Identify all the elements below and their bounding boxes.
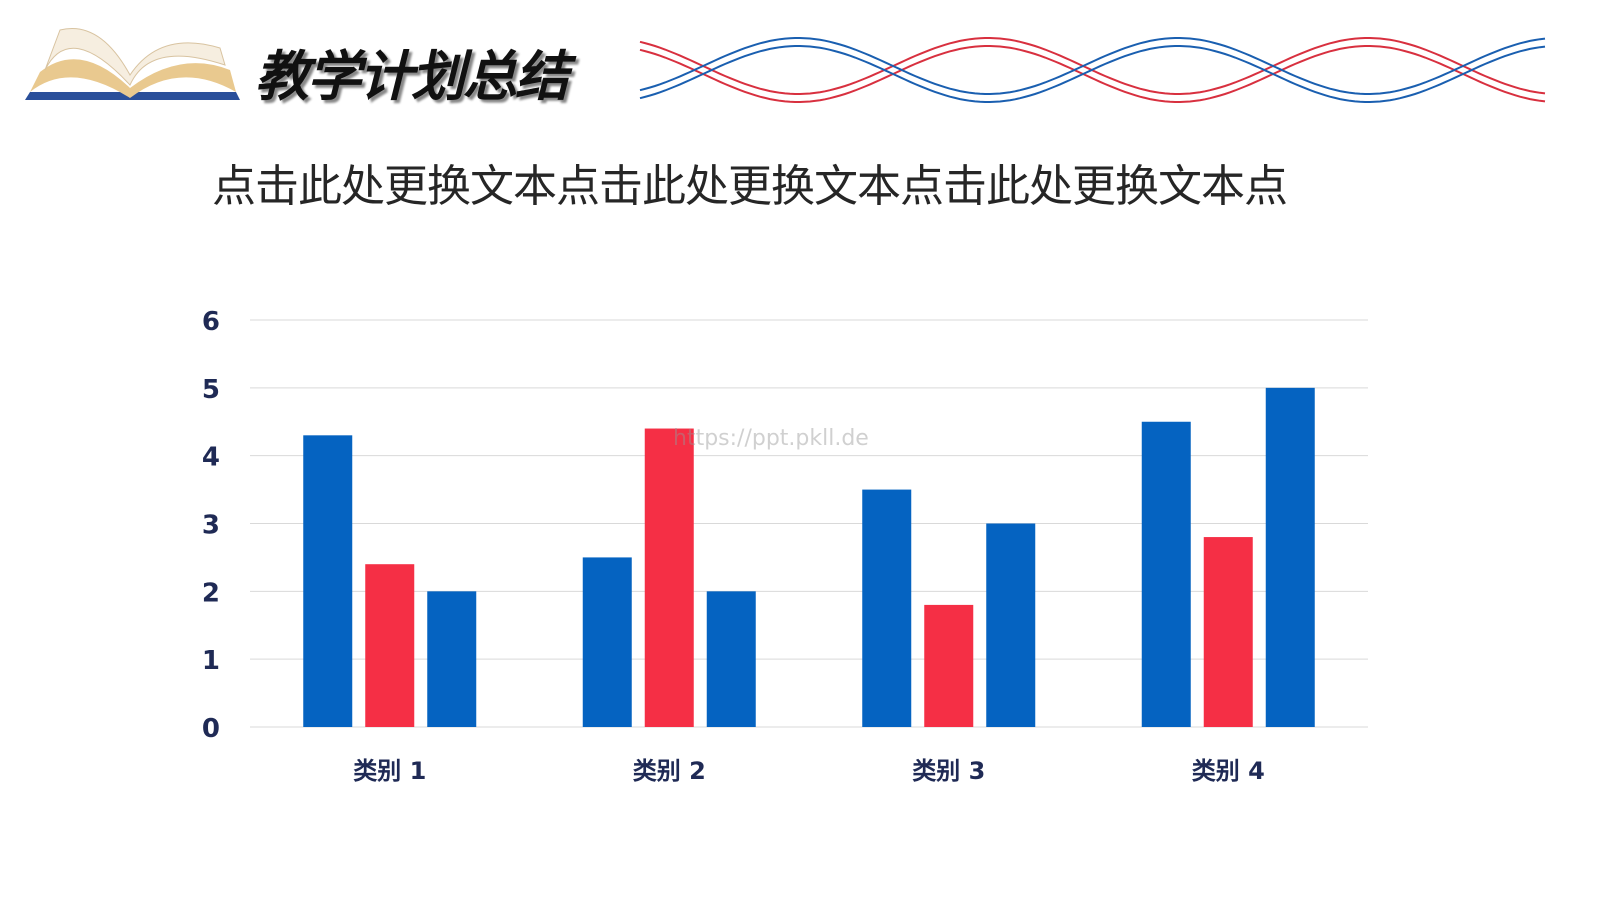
wave-line [639,45,1546,103]
y-tick-label: 5 [202,375,220,405]
y-tick-label: 4 [202,443,220,473]
bar [1265,387,1315,727]
bar [924,604,974,727]
decorative-waves [639,37,1546,103]
y-tick-label: 0 [202,714,220,744]
bar [427,591,477,727]
wave-line [639,45,1546,103]
x-tick-label: 类别 4 [1192,757,1265,785]
y-tick-label: 2 [202,578,220,608]
book-icon [25,28,240,100]
bar [1141,421,1191,727]
y-tick-label: 6 [202,307,220,337]
x-tick-label: 类别 3 [912,757,985,785]
page-title: 教学计划总结 [255,45,569,108]
wave-line [639,37,1546,95]
y-tick-label: 1 [202,646,220,676]
y-tick-label: 3 [202,511,220,541]
x-tick-label: 类别 2 [633,757,706,785]
watermark: https://ppt.pkll.de [673,426,869,451]
subtitle-text: 点击此处更换文本点击此处更换文本点击此处更换文本点 [212,161,1288,212]
bar [582,557,632,727]
bar [986,523,1036,727]
bar [1203,537,1253,727]
bar [862,489,912,727]
bar [644,428,694,727]
bar [303,435,353,727]
bar [706,591,756,727]
bar [365,564,415,727]
x-tick-label: 类别 1 [353,757,426,785]
